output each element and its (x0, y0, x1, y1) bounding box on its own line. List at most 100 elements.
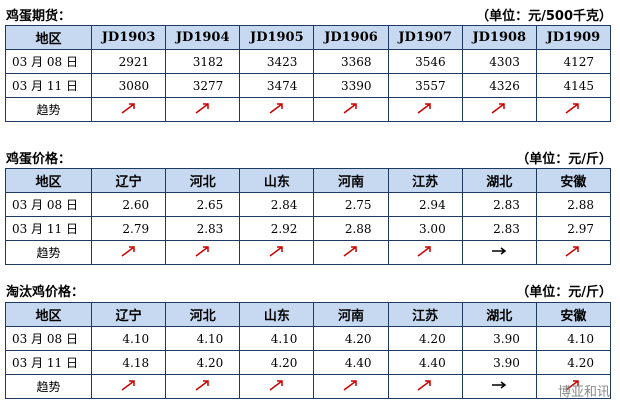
cell: 4303 (461, 49, 537, 74)
cell: 2.65 (165, 192, 241, 217)
unit: （单位：元/500千克） (476, 9, 612, 24)
cell: 03 月 08 日 (5, 192, 92, 217)
cell: 辽宁 (90, 302, 167, 327)
cell: 地区 (5, 302, 92, 327)
cell: JD1908 (461, 25, 537, 50)
cell: 山东 (239, 302, 315, 327)
cell: 4.20 (165, 350, 241, 375)
cell: 4.40 (387, 350, 463, 375)
cell: 湖北 (461, 168, 537, 193)
cell: 3423 (239, 49, 315, 74)
cell: 03 月 11 日 (5, 216, 92, 241)
up-arrow (417, 103, 431, 114)
table: 地区 辽宁 河北 山东 河南 江苏 湖北 安徽 03 月 08 日 4.10 4.10 4.10 4.2… (5, 302, 612, 399)
up-arrow (565, 380, 580, 391)
cell: 安徽 (535, 168, 612, 193)
cell: JD1905 (239, 25, 315, 50)
caption: 淘汰鸡价格： （单位：元/斤） (6, 281, 612, 300)
cell: 2.88 (535, 192, 612, 217)
up-arrow (269, 246, 283, 257)
cell: 3474 (239, 73, 315, 98)
cell: 4.10 (239, 326, 315, 351)
cell: 3.90 (461, 326, 537, 351)
up-arrow (121, 103, 135, 114)
trend-row: 趋势 (5, 97, 612, 122)
cell: 4326 (461, 73, 537, 98)
up-arrow (195, 246, 209, 257)
up-arrow (343, 380, 357, 391)
up-arrow (269, 103, 283, 114)
cell: 4145 (535, 73, 612, 98)
cell: 3546 (387, 49, 463, 74)
cell: 河南 (313, 302, 389, 327)
cell: 2921 (90, 49, 167, 74)
watermark: 博亚和讯 (557, 385, 610, 400)
cell: 安徽 (535, 302, 612, 327)
cell: 河北 (165, 168, 241, 193)
cell: JD1903 (90, 25, 167, 50)
cell: 2.75 (313, 192, 389, 217)
cell: 4.20 (239, 350, 315, 375)
cell: 3.00 (387, 216, 463, 241)
title: 淘汰鸡价格： (6, 285, 85, 300)
up-arrow (565, 103, 580, 114)
up-arrow (343, 103, 357, 114)
cell: 湖北 (461, 302, 537, 327)
data-row: 03 月 11 日 2.79 2.83 2.92 2.88 3.00 2.83 2.97 (5, 216, 612, 241)
cell: 4.20 (313, 326, 389, 351)
cell: 4.40 (313, 350, 389, 375)
cell: 3277 (165, 73, 241, 98)
cell: 地区 (5, 168, 92, 193)
up-arrow (195, 103, 209, 114)
cell: 2.88 (313, 216, 389, 241)
up-arrow (491, 103, 506, 114)
cell: 3080 (90, 73, 167, 98)
up-arrow (417, 246, 431, 257)
data-row: 03 月 11 日 3080 3277 3474 3390 3557 4326 4145 (5, 73, 612, 98)
cell: 3.90 (461, 350, 537, 375)
data-row: 03 月 08 日 2921 3182 3423 3368 3546 4303 4127 (5, 49, 612, 74)
cell: 2.97 (535, 216, 612, 241)
cell: 山东 (239, 168, 315, 193)
cell: 2.79 (90, 216, 167, 241)
cell: 河北 (165, 302, 241, 327)
up-arrow (269, 380, 283, 391)
header-row: 地区 JD1903 JD1904 JD1905 JD1906 JD1907 JD1908 JD… (5, 25, 612, 50)
data-row: 03 月 08 日 4.10 4.10 4.10 4.20 4.20 3.90 4.10 (5, 326, 612, 351)
title: 鸡蛋期货： (6, 9, 72, 24)
trend-row: 趋势 (5, 240, 612, 265)
flat-arrow (492, 247, 507, 255)
up-arrow (565, 246, 580, 257)
header-row: 地区 辽宁 河北 山东 河南 江苏 湖北 安徽 (5, 302, 612, 327)
cell: 3182 (165, 49, 241, 74)
header-row: 地区 辽宁 河北 山东 河南 江苏 湖北 安徽 (5, 168, 612, 193)
cell: 03 月 11 日 (5, 73, 92, 98)
up-arrow (195, 380, 209, 391)
cell: 4.10 (535, 326, 612, 351)
data-row: 03 月 11 日 4.18 4.20 4.20 4.40 4.40 3.90 4.20 (5, 350, 612, 375)
unit: （单位：元/斤） (516, 152, 612, 167)
cell: 2.83 (461, 192, 537, 217)
up-arrow (417, 380, 431, 391)
cell: 4.18 (90, 350, 167, 375)
cell: 2.84 (239, 192, 315, 217)
cell: 3390 (313, 73, 389, 98)
cell: 地区 (5, 25, 92, 50)
cell: 03 月 08 日 (5, 49, 92, 74)
cell: 4.10 (165, 326, 241, 351)
cell: 2.94 (387, 192, 463, 217)
table: 地区 辽宁 河北 山东 河南 江苏 湖北 安徽 03 月 08 日 2.60 2.65 2.84 2.7… (5, 168, 612, 265)
cell: 03 月 08 日 (5, 326, 92, 351)
cell: 2.60 (90, 192, 167, 217)
up-arrow (343, 246, 357, 257)
cell: 4.10 (90, 326, 167, 351)
up-arrow (121, 380, 135, 391)
cell: 江苏 (387, 302, 463, 327)
unit: （单位：元/斤） (516, 285, 612, 300)
cell: 趋势 (5, 97, 92, 122)
trend-row: 趋势 (5, 374, 612, 399)
cell: JD1906 (313, 25, 389, 50)
cell: 趋势 (5, 240, 92, 265)
cell: JD1907 (387, 25, 463, 50)
